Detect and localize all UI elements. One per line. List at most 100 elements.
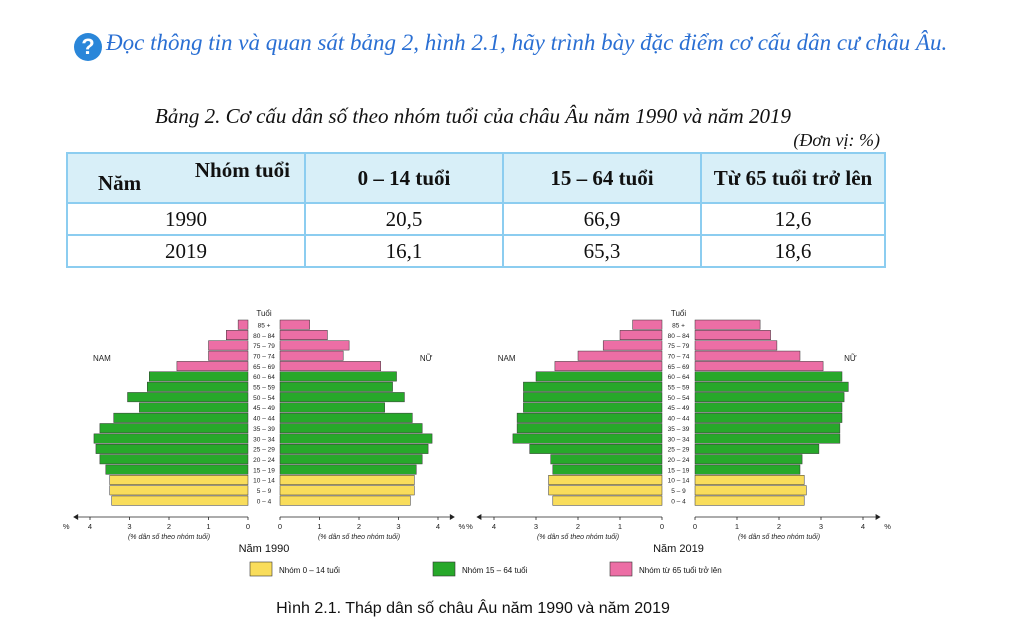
male-label: NAM bbox=[93, 354, 111, 363]
age-label: 20 – 24 bbox=[253, 457, 275, 464]
age-label: 65 – 69 bbox=[668, 364, 690, 371]
table-unit: (Đơn vị: %) bbox=[793, 130, 880, 150]
bar-female bbox=[279, 392, 405, 403]
bar-male bbox=[95, 443, 249, 454]
bar-female bbox=[279, 464, 417, 475]
question-body: Đọc thông tin và quan sát bảng 2, hình 2… bbox=[106, 30, 948, 55]
x-axis-arrow-right bbox=[449, 514, 455, 520]
bar-female bbox=[694, 433, 841, 444]
age-label: 25 – 29 bbox=[253, 447, 275, 454]
legend-swatch bbox=[432, 561, 456, 577]
bar-male bbox=[577, 350, 663, 361]
bar-female bbox=[694, 423, 841, 434]
x-tick-label: 4 bbox=[492, 522, 496, 531]
chart-title: Năm 1990 bbox=[239, 543, 290, 555]
table-header-row: Nhóm tuổi Năm 0 – 14 tuổi 15 – 64 tuổi T… bbox=[66, 152, 886, 204]
age-structure-table: Nhóm tuổi Năm 0 – 14 tuổi 15 – 64 tuổi T… bbox=[66, 152, 886, 268]
x-axis-label-left: (% dân số theo nhóm tuổi) bbox=[128, 533, 210, 541]
bar-male bbox=[105, 464, 249, 475]
legend-label: Nhóm từ 65 tuổi trở lên bbox=[639, 566, 722, 575]
table-header-cell: Từ 65 tuổi trở lên bbox=[700, 152, 886, 204]
age-label: 5 – 9 bbox=[671, 488, 686, 495]
age-label: 45 – 49 bbox=[253, 405, 275, 412]
age-label: 20 – 24 bbox=[668, 457, 690, 464]
bar-male bbox=[99, 423, 249, 434]
corner-label-year: Năm bbox=[98, 171, 142, 195]
bar-male bbox=[109, 475, 249, 485]
age-label: 75 – 79 bbox=[668, 343, 690, 350]
bar-male bbox=[552, 464, 663, 475]
bar-female bbox=[279, 381, 393, 392]
age-label: 50 – 54 bbox=[253, 395, 275, 402]
table-cell-year: 2019 bbox=[66, 234, 306, 268]
figure-caption: Hình 2.1. Tháp dân số châu Âu năm 1990 v… bbox=[276, 600, 670, 617]
age-label: 60 – 64 bbox=[668, 374, 690, 381]
x-tick-label: 1 bbox=[735, 522, 739, 531]
bar-female bbox=[279, 402, 385, 413]
bar-male bbox=[550, 454, 663, 465]
bar-female bbox=[694, 464, 801, 475]
bar-male bbox=[109, 485, 249, 496]
bar-male bbox=[111, 495, 249, 506]
bar-male bbox=[548, 475, 663, 485]
x-axis-arrow-right bbox=[875, 514, 881, 520]
x-tick-label: 3 bbox=[819, 522, 823, 531]
x-axis-label-right: (% dân số theo nhóm tuổi) bbox=[738, 533, 820, 541]
bar-male bbox=[523, 392, 663, 403]
age-label: 30 – 34 bbox=[253, 436, 275, 443]
table-corner-cell: Nhóm tuổi Năm bbox=[66, 152, 306, 204]
x-unit-right: % bbox=[884, 522, 891, 531]
bar-female bbox=[279, 319, 310, 330]
bar-female bbox=[279, 330, 328, 341]
age-label: 80 – 84 bbox=[668, 333, 690, 340]
bar-female bbox=[279, 350, 344, 361]
bar-male bbox=[554, 361, 663, 372]
bar-male bbox=[99, 454, 249, 465]
age-label: 40 – 44 bbox=[253, 416, 275, 423]
bar-female bbox=[694, 495, 805, 506]
age-label: 45 – 49 bbox=[668, 405, 690, 412]
age-label: 5 – 9 bbox=[257, 488, 272, 495]
axis-title: Tuổi bbox=[671, 309, 686, 318]
table-cell: 16,1 bbox=[304, 234, 504, 268]
male-label: NAM bbox=[498, 354, 516, 363]
age-label: 40 – 44 bbox=[668, 416, 690, 423]
question-circle-icon: ? bbox=[74, 33, 102, 61]
bar-female bbox=[279, 495, 411, 506]
table-cell: 18,6 bbox=[700, 234, 886, 268]
age-label: 85 + bbox=[258, 322, 271, 329]
table-row: 2019 16,1 65,3 18,6 bbox=[66, 234, 886, 268]
bar-male bbox=[147, 381, 249, 392]
age-label: 0 – 4 bbox=[671, 498, 686, 505]
bar-male bbox=[208, 350, 249, 361]
age-label: 55 – 59 bbox=[668, 385, 690, 392]
age-label: 75 – 79 bbox=[253, 343, 275, 350]
x-axis-label-right: (% dân số theo nhóm tuổi) bbox=[318, 533, 400, 541]
x-tick-label: 3 bbox=[127, 522, 131, 531]
table-title: Bảng 2. Cơ cấu dân số theo nhóm tuổi của… bbox=[155, 104, 791, 128]
age-label: 30 – 34 bbox=[668, 436, 690, 443]
age-label: 80 – 84 bbox=[253, 333, 275, 340]
bar-male bbox=[149, 371, 249, 382]
bar-female bbox=[694, 412, 843, 423]
legend-label: Nhóm 0 – 14 tuổi bbox=[279, 566, 340, 575]
bar-female bbox=[279, 340, 350, 351]
age-label: 70 – 74 bbox=[253, 353, 275, 360]
bar-female bbox=[694, 381, 849, 392]
table-cell-year: 1990 bbox=[66, 202, 306, 236]
table-row: 1990 20,5 66,9 12,6 bbox=[66, 202, 886, 236]
bar-male bbox=[127, 392, 249, 403]
x-unit-left: % bbox=[466, 522, 473, 531]
x-unit-left: % bbox=[63, 522, 70, 531]
x-axis-arrow-left bbox=[73, 514, 79, 520]
x-tick-label: 1 bbox=[618, 522, 622, 531]
age-label: 35 – 39 bbox=[253, 426, 275, 433]
x-axis-arrow-left bbox=[476, 514, 482, 520]
table-cell: 66,9 bbox=[502, 202, 702, 236]
bar-male bbox=[602, 340, 663, 351]
bar-male bbox=[552, 495, 663, 506]
bar-female bbox=[694, 475, 805, 485]
bar-female bbox=[279, 412, 413, 423]
age-label: 35 – 39 bbox=[668, 426, 690, 433]
